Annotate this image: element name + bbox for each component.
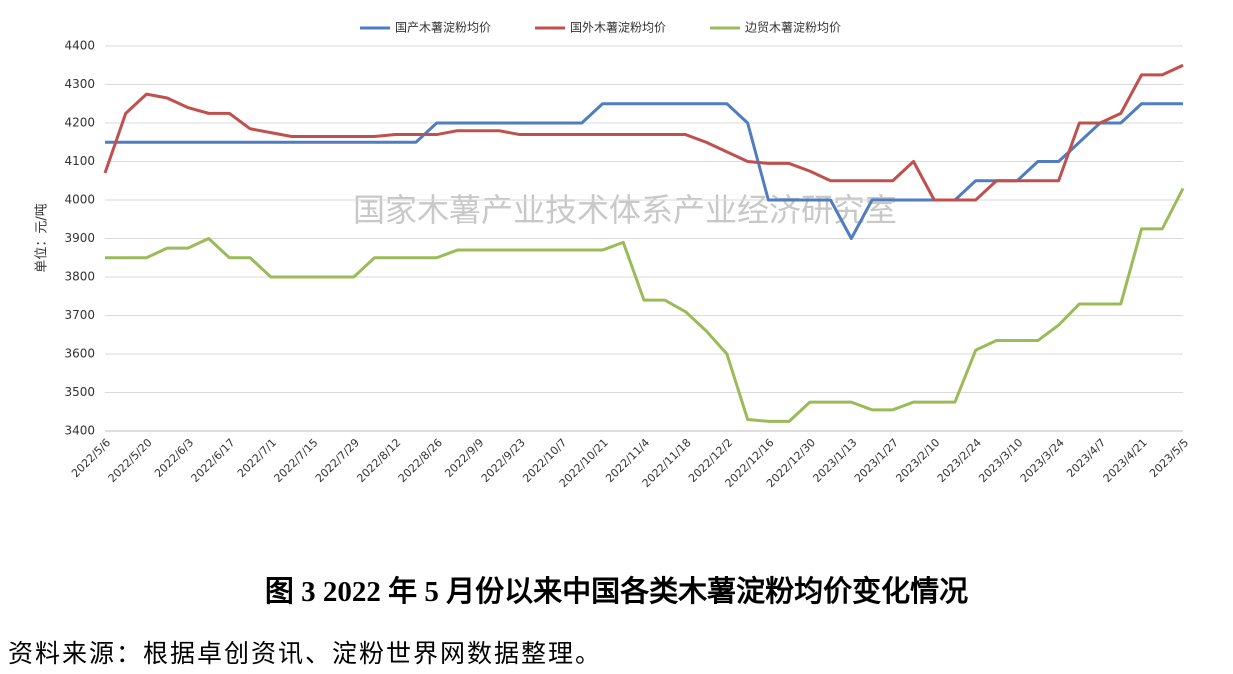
x-tick-label: 2023/2/10 — [893, 436, 942, 485]
x-tick-label: 2023/1/13 — [810, 436, 859, 485]
y-tick-label: 4300 — [64, 77, 95, 91]
y-tick-label: 3600 — [64, 347, 95, 361]
legend-label: 国产木薯淀粉均价 — [395, 21, 491, 35]
x-tick-label: 2022/7/15 — [271, 436, 320, 485]
series-line — [103, 63, 1184, 202]
x-tick-label: 2023/5/5 — [1147, 436, 1191, 480]
x-tick-label: 2022/5/20 — [106, 436, 155, 485]
x-tick-label: 2023/2/24 — [935, 436, 984, 485]
y-tick-label: 3700 — [64, 308, 95, 322]
x-tick-label: 2022/8/12 — [354, 436, 403, 485]
legend-label: 边贸木薯淀粉均价 — [745, 21, 841, 35]
source: 资料来源：根据卓创资讯、淀粉世界网数据整理。 — [8, 641, 603, 668]
watermark: 国家木薯产业技术体系产业经济研究室 — [353, 191, 897, 229]
y-tick-label: 3900 — [64, 231, 95, 245]
chart: 国家木薯产业技术体系产业经济研究室 单位：元/吨 3400 3500 3600 370… — [35, 21, 1192, 491]
x-tick-label: 2023/1/27 — [852, 436, 901, 485]
y-tick-label: 3500 — [64, 385, 95, 399]
x-tick-label: 2022/7/29 — [313, 436, 362, 485]
y-tick-label: 4000 — [64, 193, 95, 207]
y-axis-label: 单位：元/吨 — [35, 203, 50, 272]
x-tick-label: 2022/6/17 — [189, 436, 238, 485]
y-tick-label: 4100 — [64, 154, 95, 168]
series-line — [105, 187, 1185, 423]
x-tick-label: 2023/3/10 — [976, 436, 1025, 485]
y-tick-label: 3800 — [64, 270, 95, 284]
legend-label: 国外木薯淀粉均价 — [570, 21, 666, 35]
y-tick-label: 3400 — [64, 424, 95, 438]
x-tick-label: 2023/3/24 — [1018, 436, 1067, 485]
x-tick-label: 2022/9/23 — [479, 436, 528, 485]
x-tick-label: 2023/4/21 — [1101, 436, 1150, 485]
caption: 图 3 2022 年 5 月份以来中国各类木薯淀粉均价变化情况 — [264, 576, 969, 608]
y-tick-label: 4200 — [64, 116, 95, 130]
x-tick-label: 2022/8/26 — [396, 436, 445, 485]
y-tick-label: 4400 — [64, 39, 95, 53]
